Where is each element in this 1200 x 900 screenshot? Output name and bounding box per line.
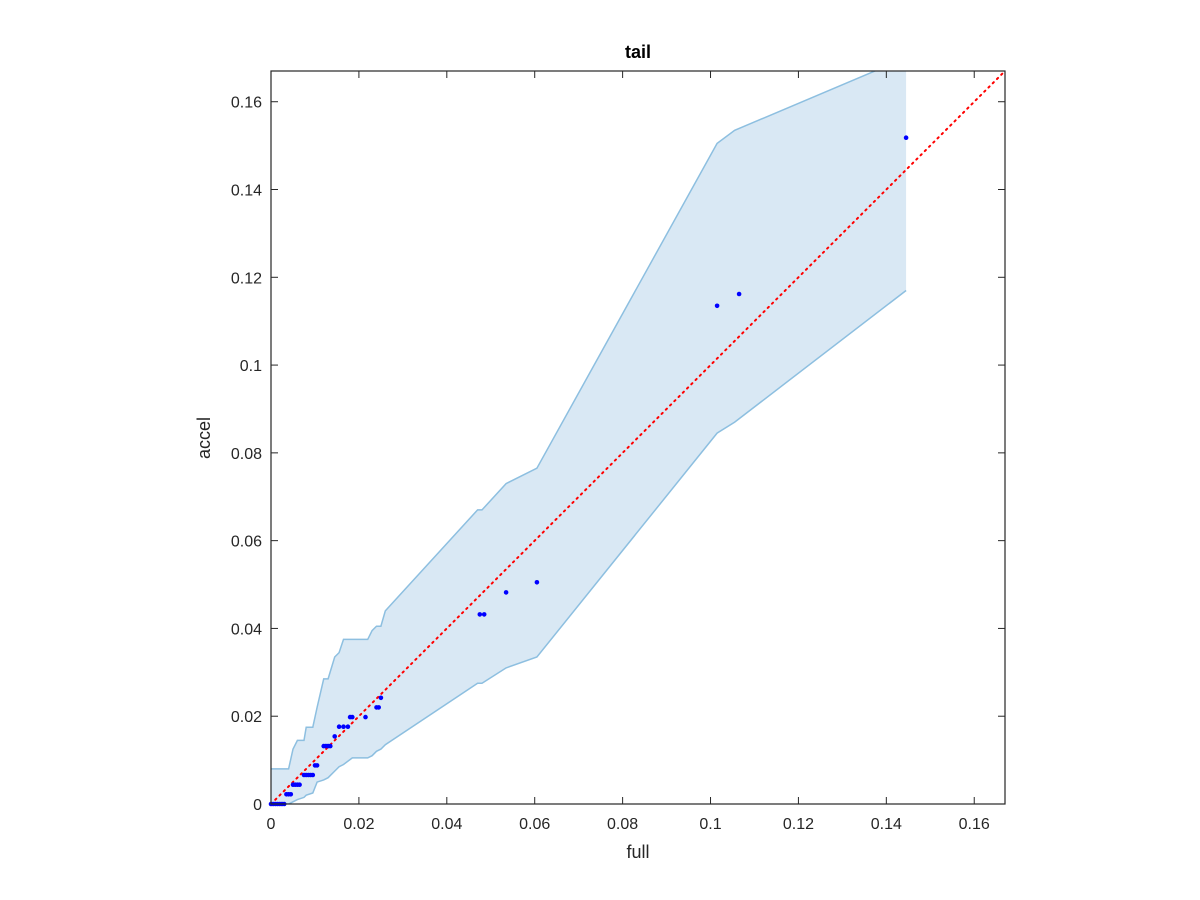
data-point xyxy=(350,714,355,720)
data-point xyxy=(288,792,294,797)
data-point xyxy=(903,135,909,140)
plot-area xyxy=(268,71,1005,807)
confidence-band xyxy=(271,71,907,804)
x-tick-label: 0.12 xyxy=(783,816,814,833)
x-tick-label: 0.02 xyxy=(343,816,374,833)
y-tick-label: 0.04 xyxy=(231,621,262,638)
y-tick-label: 0.16 xyxy=(231,95,262,112)
data-point xyxy=(481,612,487,617)
x-tick-label: 0.1 xyxy=(699,816,721,833)
x-tick-label: 0.14 xyxy=(871,816,902,833)
x-axis-label: full xyxy=(626,842,649,862)
y-tick-label: 0.14 xyxy=(231,183,262,200)
y-tick-label: 0.12 xyxy=(231,270,262,287)
x-tick-label: 0.08 xyxy=(607,816,638,833)
band-upper-edge xyxy=(271,71,877,770)
y-tick-label: 0.08 xyxy=(231,446,262,463)
data-point xyxy=(328,743,333,749)
data-point xyxy=(336,724,342,729)
data-point xyxy=(341,724,346,729)
data-point xyxy=(345,724,351,729)
data-point xyxy=(477,612,483,617)
y-axis-label: accel xyxy=(194,417,214,459)
x-tick-label: 0.16 xyxy=(959,816,990,833)
axes-frame xyxy=(270,70,1006,805)
data-point xyxy=(314,763,320,768)
chart-title: tail xyxy=(625,42,651,62)
y-tick-label: 0 xyxy=(253,797,262,814)
x-tick-label: 0.04 xyxy=(431,816,462,833)
data-point xyxy=(376,705,382,710)
x-tick-label: 0.06 xyxy=(519,816,550,833)
data-point xyxy=(714,303,720,309)
data-point xyxy=(534,580,540,585)
data-point xyxy=(736,291,742,297)
y-tick-label: 0.06 xyxy=(231,534,262,551)
data-point xyxy=(378,695,384,701)
y-tick-label: 0.1 xyxy=(240,358,262,375)
y-tick-label: 0.02 xyxy=(231,709,262,726)
data-point xyxy=(310,772,316,778)
data-point xyxy=(297,782,302,787)
data-point xyxy=(503,590,509,595)
reference-diagonal-line xyxy=(271,71,1005,804)
data-point xyxy=(332,734,338,739)
x-tick-label: 0 xyxy=(267,816,276,833)
band-lower-edge xyxy=(271,289,907,804)
axes: 0 0.02 0.04 0.06 0.08 0.1 0.12 0.14 0.16 0 0.02 0.0… xyxy=(231,70,1006,833)
plot-content xyxy=(271,71,1005,804)
data-point xyxy=(363,714,368,720)
